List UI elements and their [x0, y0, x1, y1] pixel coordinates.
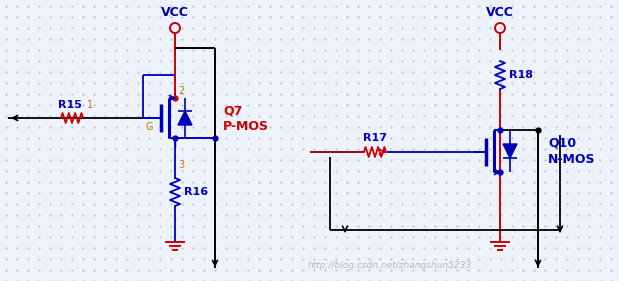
- Polygon shape: [178, 111, 192, 125]
- Polygon shape: [503, 144, 517, 158]
- Text: VCC: VCC: [161, 6, 189, 19]
- Text: R18: R18: [509, 70, 533, 80]
- Text: N-MOS: N-MOS: [548, 153, 595, 166]
- Text: R17: R17: [363, 133, 387, 143]
- Text: G: G: [145, 122, 152, 132]
- Text: VCC: VCC: [486, 6, 514, 19]
- Text: R16: R16: [184, 187, 208, 197]
- Text: P-MOS: P-MOS: [223, 120, 269, 133]
- Text: R15: R15: [58, 100, 82, 110]
- Text: Q10: Q10: [548, 137, 576, 150]
- Text: 3: 3: [178, 160, 184, 170]
- Text: 2: 2: [178, 86, 184, 96]
- Text: Q7: Q7: [223, 104, 243, 117]
- Text: 1: 1: [87, 100, 93, 110]
- Text: http://blog.csdn.net/zhangshun5233: http://blog.csdn.net/zhangshun5233: [308, 260, 472, 269]
